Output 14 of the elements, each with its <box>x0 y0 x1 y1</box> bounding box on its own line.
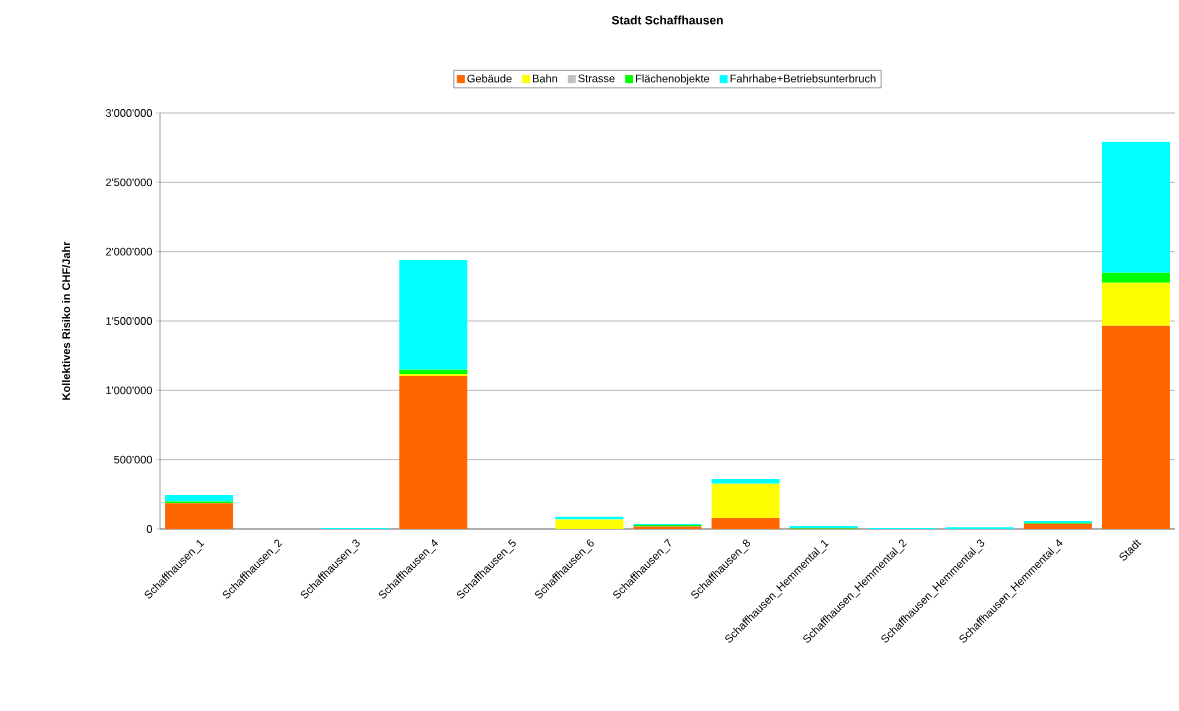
legend-label: Bahn <box>533 74 558 83</box>
y-tick-label: 1'000'000 <box>106 386 153 395</box>
chart-title: Stadt Schaffhausen <box>611 15 723 25</box>
y-tick-label: 500'000 <box>114 455 153 464</box>
y-tick-label: 3'000'000 <box>105 109 153 117</box>
y-tick-label: 2'500'000 <box>105 178 153 187</box>
y-axis-title: Kollektives Risiko in CHF/Jahr <box>62 241 71 400</box>
legend-label: Strasse <box>578 74 615 83</box>
legend-label: Fahrhabe+Betriebsunterbruch <box>730 74 876 83</box>
legend-label: Flächenobjekte <box>636 74 710 85</box>
legend-label: Gebäude <box>467 74 512 83</box>
y-tick-label: 2'000'000 <box>105 247 153 256</box>
y-tick-label: 0 <box>146 525 153 533</box>
y-tick-label: 1'500'000 <box>106 317 153 325</box>
